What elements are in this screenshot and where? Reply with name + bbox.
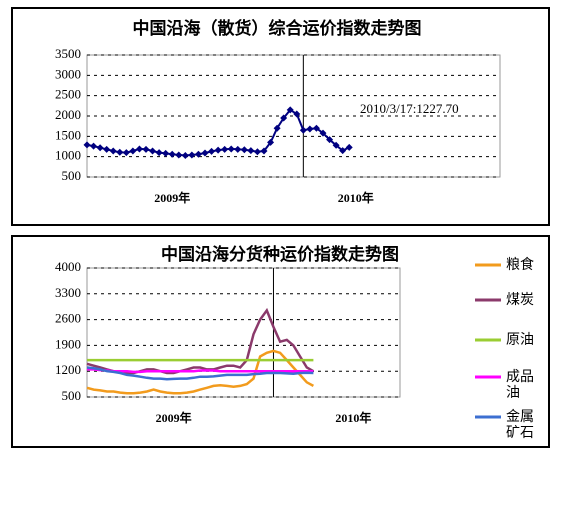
point-marker [253, 148, 261, 156]
point-marker [221, 145, 229, 153]
plot-frame [86, 267, 401, 398]
point-marker [345, 143, 353, 151]
y-tick-label: 500 [62, 168, 82, 183]
point-marker [339, 147, 347, 155]
legend-label: 原油 [506, 332, 534, 348]
y-tick-label: 3300 [55, 285, 81, 300]
point-marker [90, 142, 98, 150]
point-marker [260, 147, 268, 155]
chart-title: 中国沿海分货种运价指数走势图 [161, 244, 399, 264]
point-marker [332, 141, 340, 149]
x-tick-label: 2010年 [335, 410, 371, 425]
point-marker [135, 145, 143, 153]
point-marker [312, 124, 320, 132]
point-marker [188, 151, 196, 159]
y-tick-label: 2600 [55, 311, 81, 326]
point-marker [83, 141, 91, 149]
legend-label: 成品油 [506, 369, 534, 401]
point-marker [109, 147, 117, 155]
series-line [87, 368, 314, 374]
legend-label: 金属矿石 [506, 409, 534, 441]
point-marker [319, 129, 327, 137]
point-marker [240, 146, 248, 154]
point-marker [201, 149, 209, 157]
x-tick-label: 2009年 [156, 410, 192, 425]
series-line [86, 349, 314, 395]
y-tick-label: 4000 [55, 259, 81, 274]
point-marker [267, 138, 275, 146]
chart-frame [11, 7, 550, 226]
y-tick-label: 500 [62, 388, 82, 403]
chart-title: 中国沿海（散货）综合运价指数走势图 [133, 18, 422, 38]
x-tick-label: 2010年 [338, 190, 374, 205]
point-marker [194, 150, 202, 158]
point-marker [122, 149, 130, 157]
y-tick-label: 2000 [55, 107, 81, 122]
point-marker [129, 147, 137, 155]
point-marker [168, 150, 176, 158]
point-marker [286, 106, 294, 114]
point-marker [247, 147, 255, 155]
point-marker [293, 110, 301, 118]
point-marker [326, 136, 334, 144]
point-marker [299, 126, 307, 134]
point-marker [208, 147, 216, 155]
y-tick-label: 3500 [55, 46, 81, 61]
point-marker [175, 151, 183, 159]
y-tick-label: 1000 [55, 148, 81, 163]
point-marker [149, 147, 157, 155]
point-marker [103, 145, 111, 153]
point-marker [227, 145, 235, 153]
x-tick-label: 2009年 [154, 190, 190, 205]
point-marker [142, 145, 150, 153]
y-tick-label: 2500 [55, 87, 81, 102]
point-marker [162, 149, 170, 157]
point-marker [273, 124, 281, 132]
point-marker [280, 114, 288, 122]
point-marker [181, 151, 189, 159]
point-marker [234, 145, 242, 153]
point-marker [306, 125, 314, 133]
point-marker [214, 146, 222, 154]
y-tick-label: 3000 [55, 66, 81, 81]
point-marker [96, 144, 104, 152]
annotation: 2010/3/17:1227.70 [360, 101, 459, 116]
y-tick-label: 1200 [55, 362, 81, 377]
series-line [86, 366, 314, 381]
point-marker [155, 149, 163, 157]
y-tick-label: 1900 [55, 336, 81, 351]
chart-frame [11, 235, 550, 448]
y-tick-label: 1500 [55, 127, 81, 142]
legend-label: 煤炭 [506, 292, 534, 308]
legend-label: 粮食 [506, 257, 534, 273]
point-marker [116, 148, 124, 156]
